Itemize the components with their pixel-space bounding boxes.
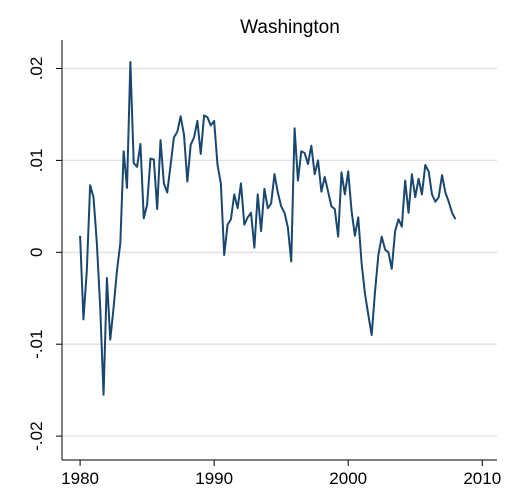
y-tick-label: -.02 <box>27 421 46 450</box>
y-tick-label: .02 <box>27 57 46 81</box>
chart-title: Washington <box>240 17 340 38</box>
x-tick-label: 2000 <box>329 469 367 488</box>
x-tick-label: 2010 <box>463 469 501 488</box>
line <box>79 61 457 396</box>
y-tick-label: .01 <box>27 149 46 173</box>
x-tick-label: 1980 <box>61 469 99 488</box>
y-tick-label: 0 <box>27 248 46 257</box>
x-tick-label: 1990 <box>195 469 233 488</box>
y-tick-label: -.01 <box>27 330 46 359</box>
